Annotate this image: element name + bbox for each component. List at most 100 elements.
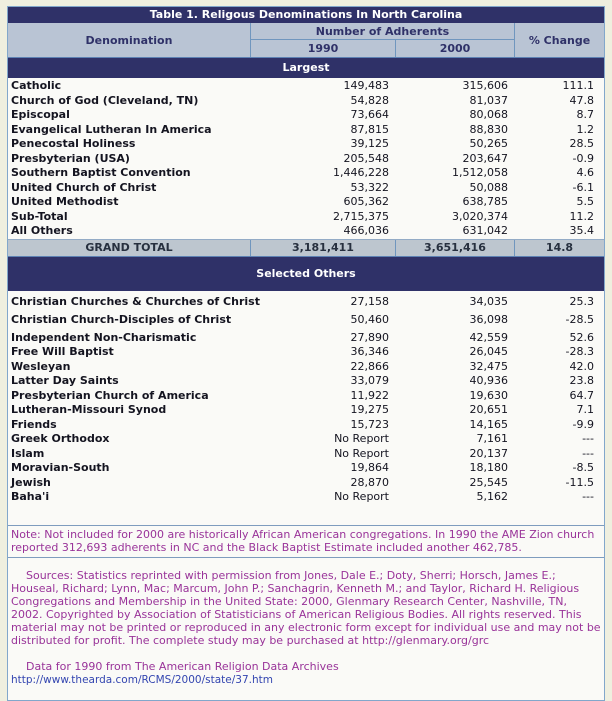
pct-change-cell: 52.6 [569, 330, 595, 344]
table-row: Sub-Total 2,715,375 3,020,374 11.2 [8, 210, 604, 225]
adherents-2000-cell: 20,137 [469, 446, 509, 460]
denomination-cell: Church of God (Cleveland, TN) [11, 93, 199, 107]
adherents-2000-cell: 203,647 [462, 151, 509, 165]
table-row: Lutheran-Missouri Synod 19,275 20,651 7.1 [8, 403, 604, 418]
adherents-1990-cell: 466,036 [343, 224, 390, 237]
adherents-1990-cell: 36,346 [350, 345, 390, 358]
adherents-1990-cell: 605,362 [343, 195, 390, 208]
adherents-2000-cell: 3,020,374 [452, 209, 508, 223]
adherents-1990-cell: 2,715,375 [333, 209, 389, 223]
adherents-2000-cell: 42,559 [469, 330, 509, 344]
grand-total-label: GRAND TOTAL [8, 239, 251, 256]
adherents-2000-cell: 40,936 [469, 374, 509, 387]
table-row: Free Will Baptist 36,346 26,045 -28.3 [8, 345, 604, 360]
pct-change-cell: 7.1 [576, 403, 595, 416]
glenmary-link[interactable]: http://glenmary.org/grc [362, 633, 490, 647]
column-header-pct-change: % Change [528, 33, 591, 47]
pct-change-cell: -0.9 [572, 151, 594, 165]
data-1990-body: Data for 1990 from The American Religion… [26, 659, 339, 673]
table-row: United Methodist 605,362 638,785 5.5 [8, 195, 604, 210]
table-row: Christian Church-Disciples of Christ 50,4… [8, 312, 604, 331]
adherents-1990-cell: 73,664 [350, 108, 390, 121]
denomination-cell: Latter Day Saints [11, 374, 119, 387]
adherents-1990-cell: 27,890 [350, 330, 390, 344]
adherents-2000-cell: 50,265 [469, 137, 509, 150]
pct-change-cell: --- [582, 432, 594, 445]
adherents-1990-cell: 39,125 [350, 137, 390, 150]
denomination-cell: Greek Orthodox [11, 432, 110, 445]
pct-change-cell: -9.9 [572, 417, 594, 431]
denomination-cell: Lutheran-Missouri Synod [11, 403, 167, 416]
adherents-2000-cell: 631,042 [462, 224, 509, 237]
pct-change-cell: 23.8 [569, 374, 595, 387]
adherents-1990-cell: 27,158 [350, 294, 390, 308]
table-row: Presbyterian Church of America 11,922 19,6… [8, 389, 604, 404]
section-header-largest: Largest [8, 57, 604, 78]
pct-change-cell: 4.6 [576, 166, 595, 179]
adherents-2000-cell: 5,162 [476, 490, 509, 503]
column-header-denomination: Denomination [8, 23, 251, 57]
selected-others-rows: Christian Churches & Churches of Christ 2… [8, 290, 604, 525]
pct-change-cell: 11.2 [569, 209, 595, 223]
table-row: Baha'i No Report 5,162 --- [8, 490, 604, 505]
column-header-row: Denomination Number of Adherents % Chang… [8, 23, 604, 57]
table-row: Moravian-South 19,864 18,180 -8.5 [8, 461, 604, 476]
adherents-2000-cell: 20,651 [469, 403, 509, 416]
adherents-1990-cell: 1,446,228 [333, 166, 389, 179]
adherents-2000-cell: 88,830 [469, 122, 509, 136]
adherents-2000-cell: 80,068 [469, 108, 509, 121]
adherents-1990-cell: 11,922 [350, 388, 390, 402]
table-row: Southern Baptist Convention 1,446,228 1,51… [8, 166, 604, 181]
note-text: Note: Not included for 2000 are historic… [8, 524, 604, 558]
pct-change-cell: 64.7 [569, 388, 595, 402]
adherents-1990-cell: 205,548 [343, 151, 390, 165]
adherents-1990-cell: 28,870 [350, 475, 390, 489]
adherents-2000-cell: 34,035 [469, 294, 509, 308]
pct-change-cell: 5.5 [576, 195, 595, 208]
adherents-1990-cell: 50,460 [350, 313, 390, 326]
denomination-cell: Independent Non-Charismatic [11, 330, 197, 344]
grand-total-pct-change: 14.8 [545, 240, 574, 254]
denomination-cell: Jewish [11, 475, 51, 489]
adherents-1990-cell: 53,322 [350, 180, 390, 194]
denomination-cell: Baha'i [11, 490, 50, 503]
table-row: Greek Orthodox No Report 7,161 --- [8, 432, 604, 447]
adherents-2000-cell: 18,180 [469, 461, 509, 474]
pct-change-cell: --- [582, 490, 594, 503]
column-header-1990: 1990 [251, 40, 396, 57]
largest-rows: Catholic 149,483 315,606 111.1 Church of God… [8, 78, 604, 239]
denominations-table: Table 1. Religous Denominations In North… [7, 6, 605, 701]
table-row: Catholic 149,483 315,606 111.1 [8, 79, 604, 94]
denomination-cell: Christian Church-Disciples of Christ [11, 313, 232, 326]
adherents-2000-cell: 315,606 [462, 79, 509, 92]
pct-change-cell: 8.7 [576, 108, 595, 121]
table-row: Christian Churches & Churches of Christ 2… [8, 294, 604, 313]
adherents-1990-cell: 19,275 [350, 403, 390, 416]
table-row: Jewish 28,870 25,545 -11.5 [8, 476, 604, 491]
table-row: Church of God (Cleveland, TN) 54,828 81,03… [8, 94, 604, 109]
table-row: All Others 466,036 631,042 35.4 [8, 224, 604, 239]
adherents-1990-cell: No Report [334, 446, 389, 460]
denomination-cell: Catholic [11, 79, 62, 92]
pct-change-cell: 35.4 [569, 224, 595, 237]
data-1990-text: Data for 1990 from The American Religion… [8, 646, 604, 700]
thearda-link[interactable]: http://www.thearda.com/RCMS/2000/state/3… [11, 673, 273, 686]
pct-change-cell: 25.3 [569, 294, 595, 308]
adherents-1990-cell: 87,815 [350, 122, 390, 136]
adherents-2000-cell: 25,545 [469, 475, 509, 489]
adherents-2000-cell: 81,037 [469, 93, 509, 107]
pct-change-cell: 42.0 [569, 359, 595, 373]
adherents-2000-cell: 26,045 [469, 345, 509, 358]
pct-change-cell: 1.2 [576, 122, 595, 136]
denomination-cell: Sub-Total [11, 209, 68, 223]
pct-change-cell: 47.8 [569, 93, 595, 107]
denomination-cell: Southern Baptist Convention [11, 166, 191, 179]
table-row: Islam No Report 20,137 --- [8, 447, 604, 462]
table-row: Latter Day Saints 33,079 40,936 23.8 [8, 374, 604, 389]
adherents-1990-cell: 33,079 [350, 374, 390, 387]
column-header-2000: 2000 [396, 40, 515, 57]
denomination-cell: Moravian-South [11, 461, 110, 474]
table-row: United Church of Christ 53,322 50,088 -6.1 [8, 181, 604, 196]
table-row: Friends 15,723 14,165 -9.9 [8, 418, 604, 433]
adherents-2000-cell: 50,088 [469, 180, 509, 194]
